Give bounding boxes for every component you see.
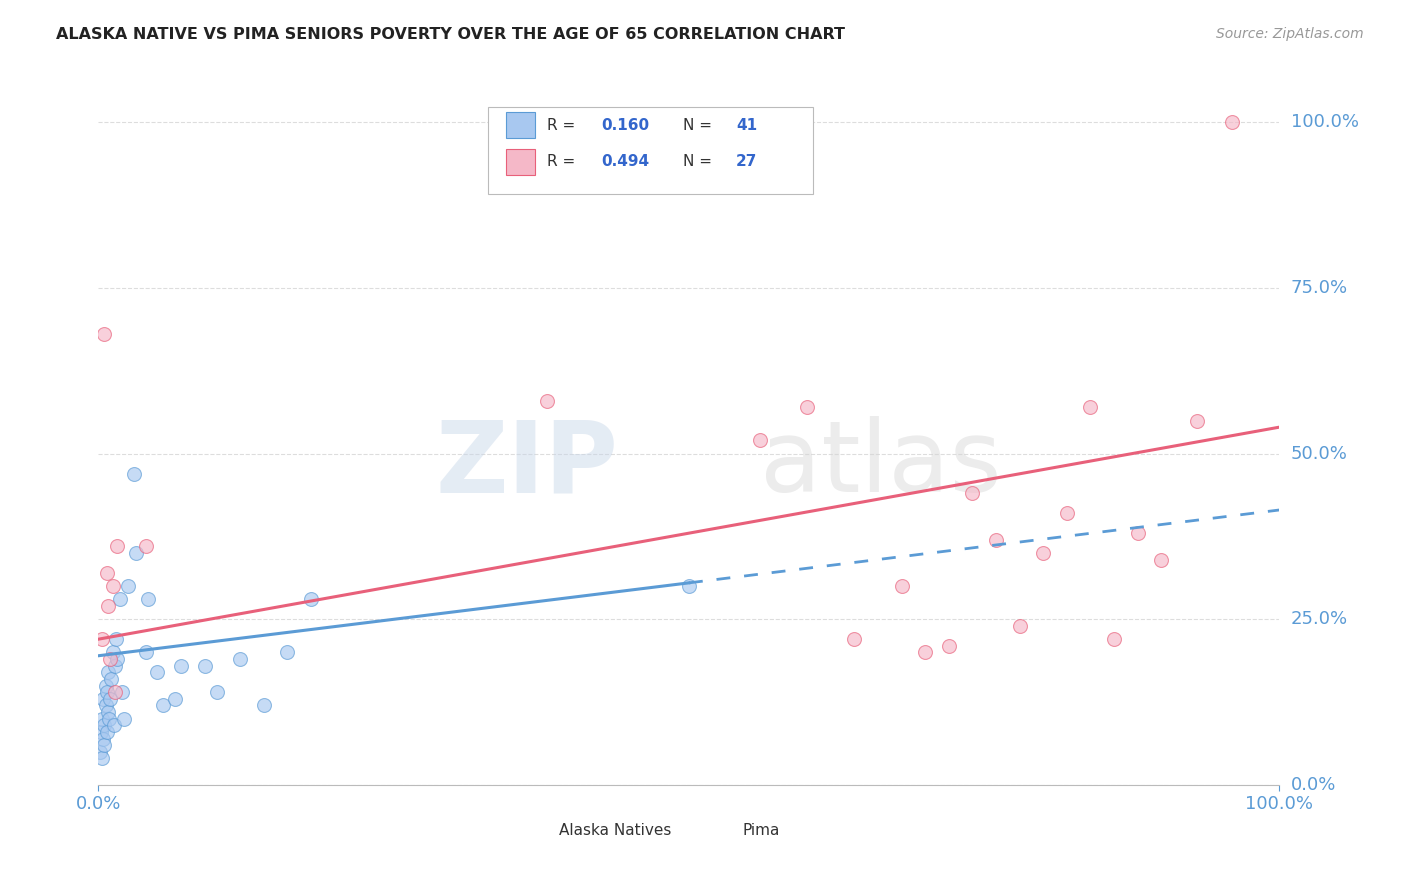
Point: [98, 691, 121, 706]
Point: [170, 658, 193, 673]
Text: 41: 41: [737, 118, 758, 133]
Point: [97, 705, 120, 719]
Point: [276, 645, 298, 659]
Point: [91, 712, 114, 726]
Point: [104, 685, 127, 699]
Point: [112, 712, 135, 726]
FancyBboxPatch shape: [512, 820, 553, 855]
Point: [299, 592, 322, 607]
Point: [91, 691, 114, 706]
Point: [135, 540, 157, 554]
Point: [1080, 401, 1102, 415]
Point: [90, 725, 112, 739]
Point: [1150, 552, 1173, 566]
Text: R =: R =: [547, 118, 581, 133]
Text: N =: N =: [683, 118, 717, 133]
Point: [100, 672, 122, 686]
Text: Pima: Pima: [742, 822, 779, 838]
Text: 50.0%: 50.0%: [1291, 444, 1347, 463]
Text: 75.0%: 75.0%: [1291, 279, 1348, 297]
Point: [111, 685, 134, 699]
Text: atlas: atlas: [759, 417, 1001, 514]
Point: [1032, 546, 1054, 560]
Point: [105, 632, 128, 647]
Point: [89, 745, 111, 759]
FancyBboxPatch shape: [488, 106, 813, 194]
Point: [1008, 619, 1031, 633]
Point: [105, 652, 128, 666]
Point: [98, 652, 121, 666]
Point: [101, 645, 124, 659]
Point: [91, 632, 114, 647]
Point: [94, 698, 117, 713]
Point: [962, 486, 984, 500]
Point: [984, 533, 1007, 547]
Point: [253, 698, 276, 713]
Point: [91, 731, 114, 746]
Text: ALASKA NATIVE VS PIMA SENIORS POVERTY OVER THE AGE OF 65 CORRELATION CHART: ALASKA NATIVE VS PIMA SENIORS POVERTY OV…: [56, 27, 845, 42]
Point: [101, 579, 124, 593]
Point: [194, 658, 217, 673]
Point: [205, 685, 228, 699]
Text: 0.160: 0.160: [602, 118, 650, 133]
Point: [105, 540, 128, 554]
Point: [1185, 413, 1208, 427]
Point: [796, 401, 818, 415]
Point: [136, 592, 159, 607]
Point: [1102, 632, 1125, 647]
Point: [96, 725, 118, 739]
Point: [96, 685, 118, 699]
Point: [165, 691, 187, 706]
Point: [103, 718, 125, 732]
Text: 27: 27: [737, 154, 758, 169]
Text: 0.494: 0.494: [602, 154, 650, 169]
Point: [1220, 115, 1243, 129]
Point: [229, 652, 252, 666]
Point: [98, 712, 121, 726]
Text: 25.0%: 25.0%: [1291, 610, 1348, 628]
FancyBboxPatch shape: [506, 149, 536, 175]
Text: Source: ZipAtlas.com: Source: ZipAtlas.com: [1216, 27, 1364, 41]
Point: [125, 546, 148, 560]
Text: N =: N =: [683, 154, 717, 169]
Point: [536, 393, 558, 408]
Point: [122, 467, 145, 481]
Point: [678, 579, 700, 593]
Point: [97, 665, 120, 680]
Point: [914, 645, 936, 659]
Text: 0.0%: 0.0%: [1291, 776, 1336, 794]
FancyBboxPatch shape: [695, 820, 737, 855]
Point: [1056, 506, 1078, 520]
Text: Alaska Natives: Alaska Natives: [560, 822, 672, 838]
Point: [117, 579, 139, 593]
Point: [135, 645, 157, 659]
Point: [108, 592, 131, 607]
Point: [938, 639, 960, 653]
Point: [152, 698, 174, 713]
FancyBboxPatch shape: [506, 112, 536, 138]
Point: [93, 718, 115, 732]
Text: 100.0%: 100.0%: [1291, 113, 1358, 131]
Point: [890, 579, 912, 593]
Point: [97, 599, 120, 613]
Text: R =: R =: [547, 154, 581, 169]
Point: [93, 327, 115, 342]
Text: ZIP: ZIP: [436, 417, 619, 514]
Point: [844, 632, 866, 647]
Point: [91, 751, 114, 765]
Point: [104, 658, 127, 673]
Point: [146, 665, 169, 680]
Point: [94, 679, 117, 693]
Point: [748, 434, 770, 448]
Point: [96, 566, 118, 580]
Point: [1126, 526, 1149, 541]
Point: [93, 738, 115, 752]
